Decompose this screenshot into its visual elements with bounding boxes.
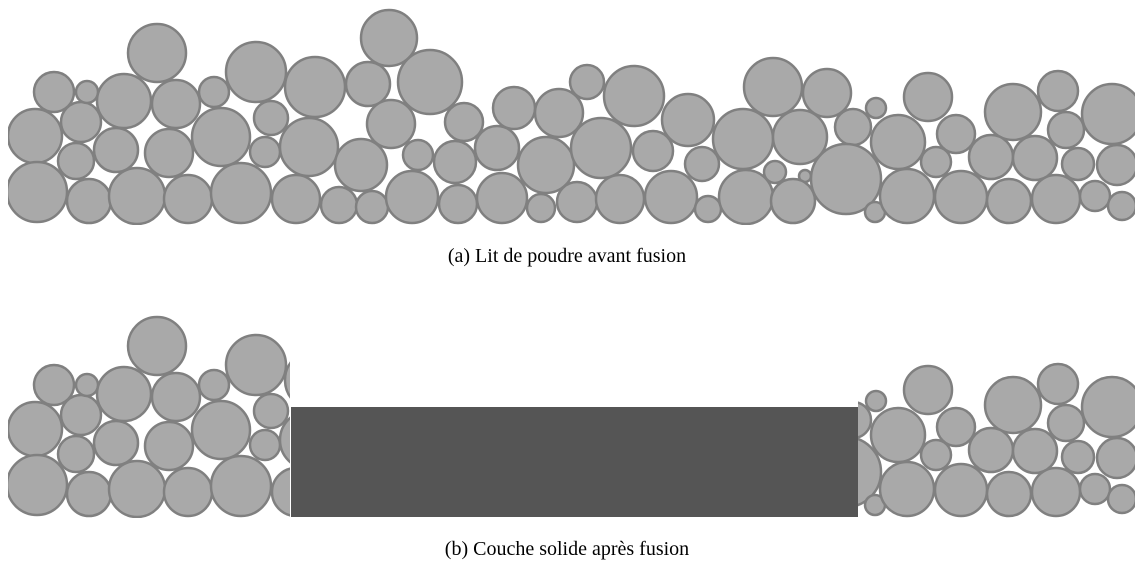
solid-layer [291, 407, 858, 517]
powder-bed [7, 10, 1135, 224]
figure: (a) Lit de poudre avant fusion (b) Couch… [0, 0, 1135, 563]
page: (a) Lit de poudre avant fusion (b) Couch… [0, 0, 1135, 563]
caption: (a) Lit de poudre avant fusion [448, 245, 686, 267]
solid-layer-panel [7, 303, 1135, 517]
caption: (b) Couche solide après fusion [445, 538, 689, 560]
